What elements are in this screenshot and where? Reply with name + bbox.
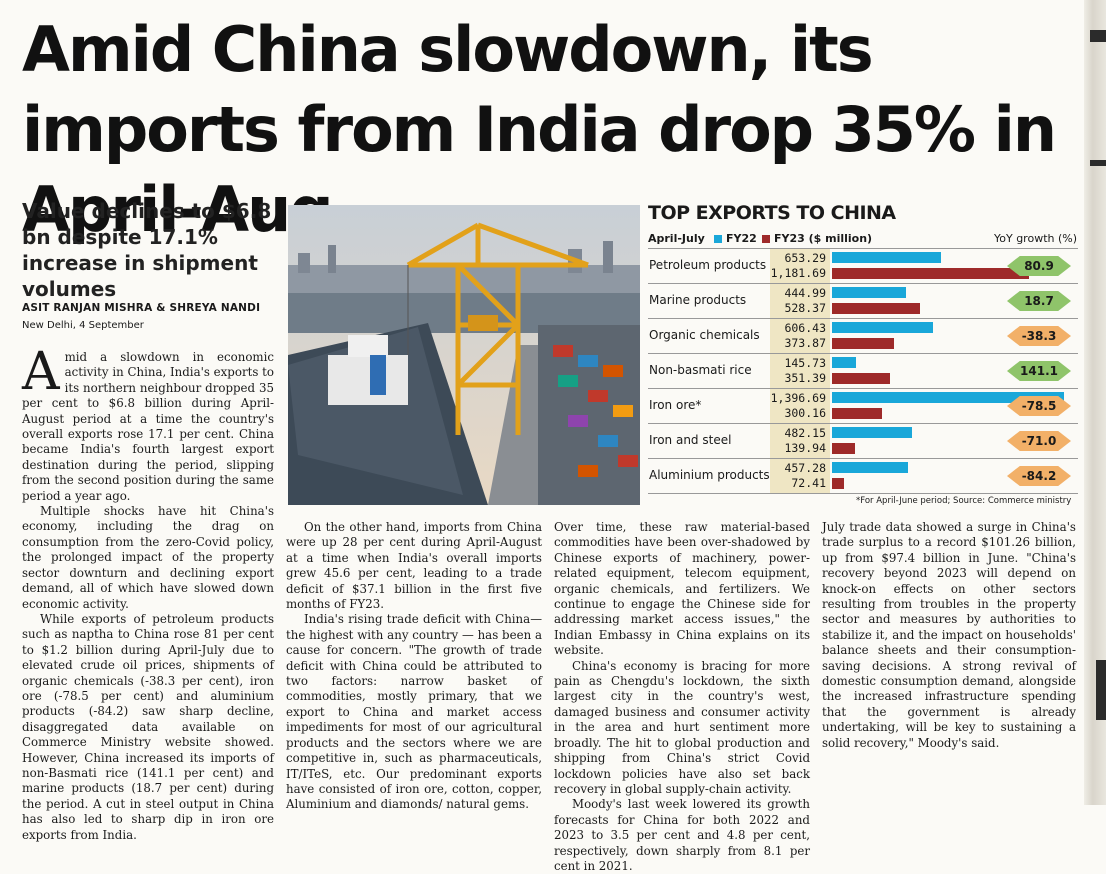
dateline: New Delhi, 4 September <box>22 320 144 331</box>
byline: ASIT RANJAN MISHRA & SHREYA NANDI <box>22 302 261 314</box>
yoy-up-arrow: 18.7 <box>1007 291 1071 311</box>
value-background <box>770 424 830 458</box>
article-column-3: Over time, these raw material-based comm… <box>554 520 810 874</box>
top-exports-chart: TOP EXPORTS TO CHINA April-July FY22 FY2… <box>648 200 1078 510</box>
drop-cap: A <box>22 342 60 402</box>
yoy-down-arrow: -84.2 <box>1007 466 1071 486</box>
yoy-up-arrow: 141.1 <box>1007 361 1071 381</box>
chart-row: Organic chemicals 606.43 373.87 -38.3 <box>648 319 1078 354</box>
yoy-value: 80.9 <box>1024 259 1054 273</box>
paragraph: mid a slowdown in economic activity in C… <box>22 350 274 503</box>
category-label: Aluminium products <box>649 468 770 482</box>
chart-row: Iron and steel 482.15 139.94 -71.0 <box>648 424 1078 459</box>
value-label-fy22: 482.15 <box>784 426 826 440</box>
yoy-value: -78.5 <box>1021 399 1057 413</box>
bar-fy23 <box>832 478 845 489</box>
category-label: Marine products <box>649 293 747 307</box>
adjacent-page-strip <box>1084 0 1106 805</box>
bar-fy23 <box>832 338 895 349</box>
value-background <box>770 249 830 283</box>
yoy-value: 18.7 <box>1024 294 1054 308</box>
bar-fy23 <box>832 408 882 419</box>
yoy-down-arrow: -38.3 <box>1007 326 1071 346</box>
bar-fy22 <box>832 392 1065 403</box>
paragraph: Moody's last week lowered its growth for… <box>554 797 810 873</box>
yoy-down-arrow: -78.5 <box>1007 396 1071 416</box>
yoy-value: 141.1 <box>1020 364 1058 378</box>
chart-row: Petroleum products 653.29 1,181.69 80.9 <box>648 249 1078 284</box>
value-label-fy23: 373.87 <box>784 336 826 350</box>
chart-row: Iron ore* 1,396.69 300.16 -78.5 <box>648 389 1078 424</box>
bar-fy23 <box>832 373 891 384</box>
value-label-fy23: 300.16 <box>784 406 826 420</box>
paragraph: China's economy is bracing for more pain… <box>554 658 810 796</box>
value-label-fy23: 139.94 <box>784 441 826 455</box>
category-label: Iron ore* <box>649 398 702 412</box>
value-label-fy22: 145.73 <box>784 356 826 370</box>
chart-row: Marine products 444.99 528.37 18.7 <box>648 284 1078 319</box>
bar-fy23 <box>832 268 1029 279</box>
paragraph: Multiple shocks have hit China's economy… <box>22 504 274 611</box>
legend-fy22: FY22 <box>726 232 757 245</box>
deck-subheadline: Value declines to $6.8 bn despite 17.1% … <box>22 199 272 301</box>
value-label-fy23: 1,181.69 <box>770 266 826 280</box>
bar-fy23 <box>832 443 856 454</box>
value-label-fy23: 528.37 <box>784 301 826 315</box>
value-label-fy23: 351.39 <box>784 371 826 385</box>
chart-title: TOP EXPORTS TO CHINA <box>648 202 896 224</box>
article-column-4: July trade data showed a surge in China'… <box>822 520 1076 751</box>
legend-swatch-fy22 <box>714 235 722 243</box>
article-column-2: On the other hand, imports from China we… <box>286 520 542 813</box>
yoy-value: -84.2 <box>1021 469 1057 483</box>
bar-fy23 <box>832 303 920 314</box>
paragraph: Over time, these raw material-based comm… <box>554 520 810 658</box>
value-label-fy23: 72.41 <box>791 476 826 490</box>
category-label: Petroleum products <box>649 258 767 272</box>
paragraph: July trade data showed a surge in China'… <box>822 520 1076 750</box>
yoy-value: -71.0 <box>1021 434 1057 448</box>
chart-footnote: *For April-June period; Source: Commerce… <box>856 496 1072 506</box>
yoy-value: -38.3 <box>1021 329 1057 343</box>
value-label-fy22: 606.43 <box>784 321 826 335</box>
paragraph: On the other hand, imports from China we… <box>286 520 542 612</box>
chart-row: Aluminium products 457.28 72.41 -84.2 <box>648 459 1078 494</box>
value-background <box>770 284 830 318</box>
yoy-up-arrow: 80.9 <box>1007 256 1071 276</box>
paragraph: India's rising trade deficit with China—… <box>286 612 542 812</box>
headline: Amid China slowdown, its imports from In… <box>22 13 1057 246</box>
value-label-fy22: 1,396.69 <box>770 391 826 405</box>
value-background <box>770 354 830 388</box>
value-background <box>770 319 830 353</box>
chart-rows: Petroleum products 653.29 1,181.69 80.9 Mari… <box>648 248 1078 495</box>
bar-fy22 <box>832 427 913 438</box>
yoy-header: YoY growth (%) <box>994 232 1078 245</box>
bar-fy22 <box>832 357 857 368</box>
bar-fy22 <box>832 322 933 333</box>
yoy-down-arrow: -71.0 <box>1007 431 1071 451</box>
bar-fy22 <box>832 462 909 473</box>
port-cranes-photo <box>288 205 640 505</box>
bar-fy22 <box>832 252 941 263</box>
category-label: Organic chemicals <box>649 328 760 342</box>
bar-fy22 <box>832 287 907 298</box>
value-label-fy22: 653.29 <box>784 251 826 265</box>
chart-row: Non-basmati rice 145.73 351.39 141.1 <box>648 354 1078 389</box>
value-label-fy22: 444.99 <box>784 286 826 300</box>
value-background <box>770 389 830 423</box>
legend-swatch-fy23 <box>762 235 770 243</box>
period-label: April-July <box>648 232 705 245</box>
legend-fy23: FY23 ($ million) <box>774 232 873 245</box>
category-label: Iron and steel <box>649 433 732 447</box>
paragraph: While exports of petroleum products such… <box>22 611 274 842</box>
category-label: Non-basmati rice <box>649 363 752 377</box>
value-label-fy22: 457.28 <box>784 461 826 475</box>
value-background <box>770 459 830 493</box>
